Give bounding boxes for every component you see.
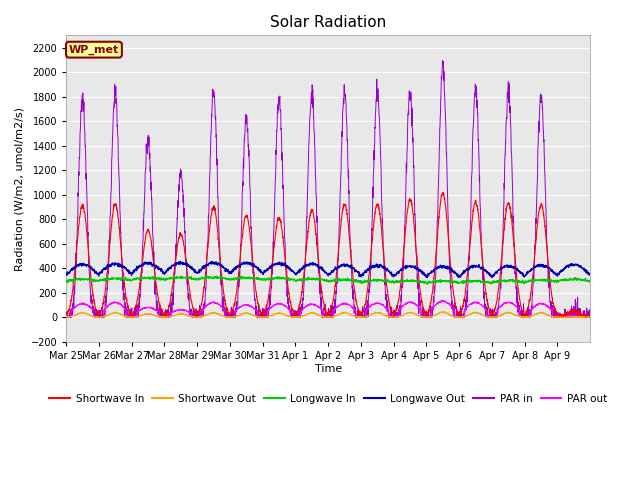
X-axis label: Time: Time [314, 363, 342, 373]
Title: Solar Radiation: Solar Radiation [270, 15, 387, 30]
Legend: Shortwave In, Shortwave Out, Longwave In, Longwave Out, PAR in, PAR out: Shortwave In, Shortwave Out, Longwave In… [45, 390, 611, 408]
Y-axis label: Radiation (W/m2, umol/m2/s): Radiation (W/m2, umol/m2/s) [15, 107, 25, 271]
Text: WP_met: WP_met [69, 45, 119, 55]
